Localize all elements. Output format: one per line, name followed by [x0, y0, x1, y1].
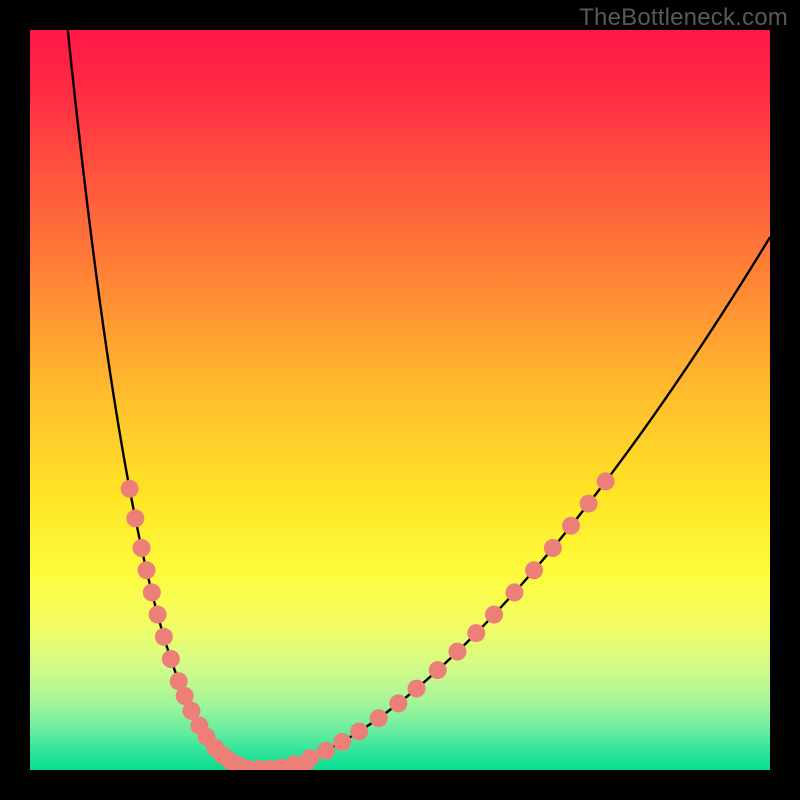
data-dot [485, 606, 503, 624]
data-dot [525, 561, 543, 579]
plot-background [30, 30, 770, 770]
bottleneck-chart [0, 0, 800, 800]
data-dot [133, 539, 151, 557]
data-dot [301, 749, 319, 767]
data-dot [544, 539, 562, 557]
data-dot [467, 624, 485, 642]
data-dot [408, 680, 426, 698]
data-dot [149, 606, 167, 624]
data-dot [317, 742, 335, 760]
data-dot [162, 650, 180, 668]
data-dot [121, 480, 139, 498]
data-dot [506, 583, 524, 601]
data-dot [126, 509, 144, 527]
watermark-text: TheBottleneck.com [579, 4, 788, 32]
data-dot [155, 628, 173, 646]
data-dot [350, 723, 368, 741]
data-dot [138, 561, 156, 579]
data-dot [597, 472, 615, 490]
data-dot [389, 694, 407, 712]
data-dot [580, 495, 598, 513]
data-dot [370, 709, 388, 727]
data-dot [333, 733, 351, 751]
data-dot [143, 583, 161, 601]
data-dot [448, 643, 466, 661]
data-dot [562, 517, 580, 535]
data-dot [429, 661, 447, 679]
